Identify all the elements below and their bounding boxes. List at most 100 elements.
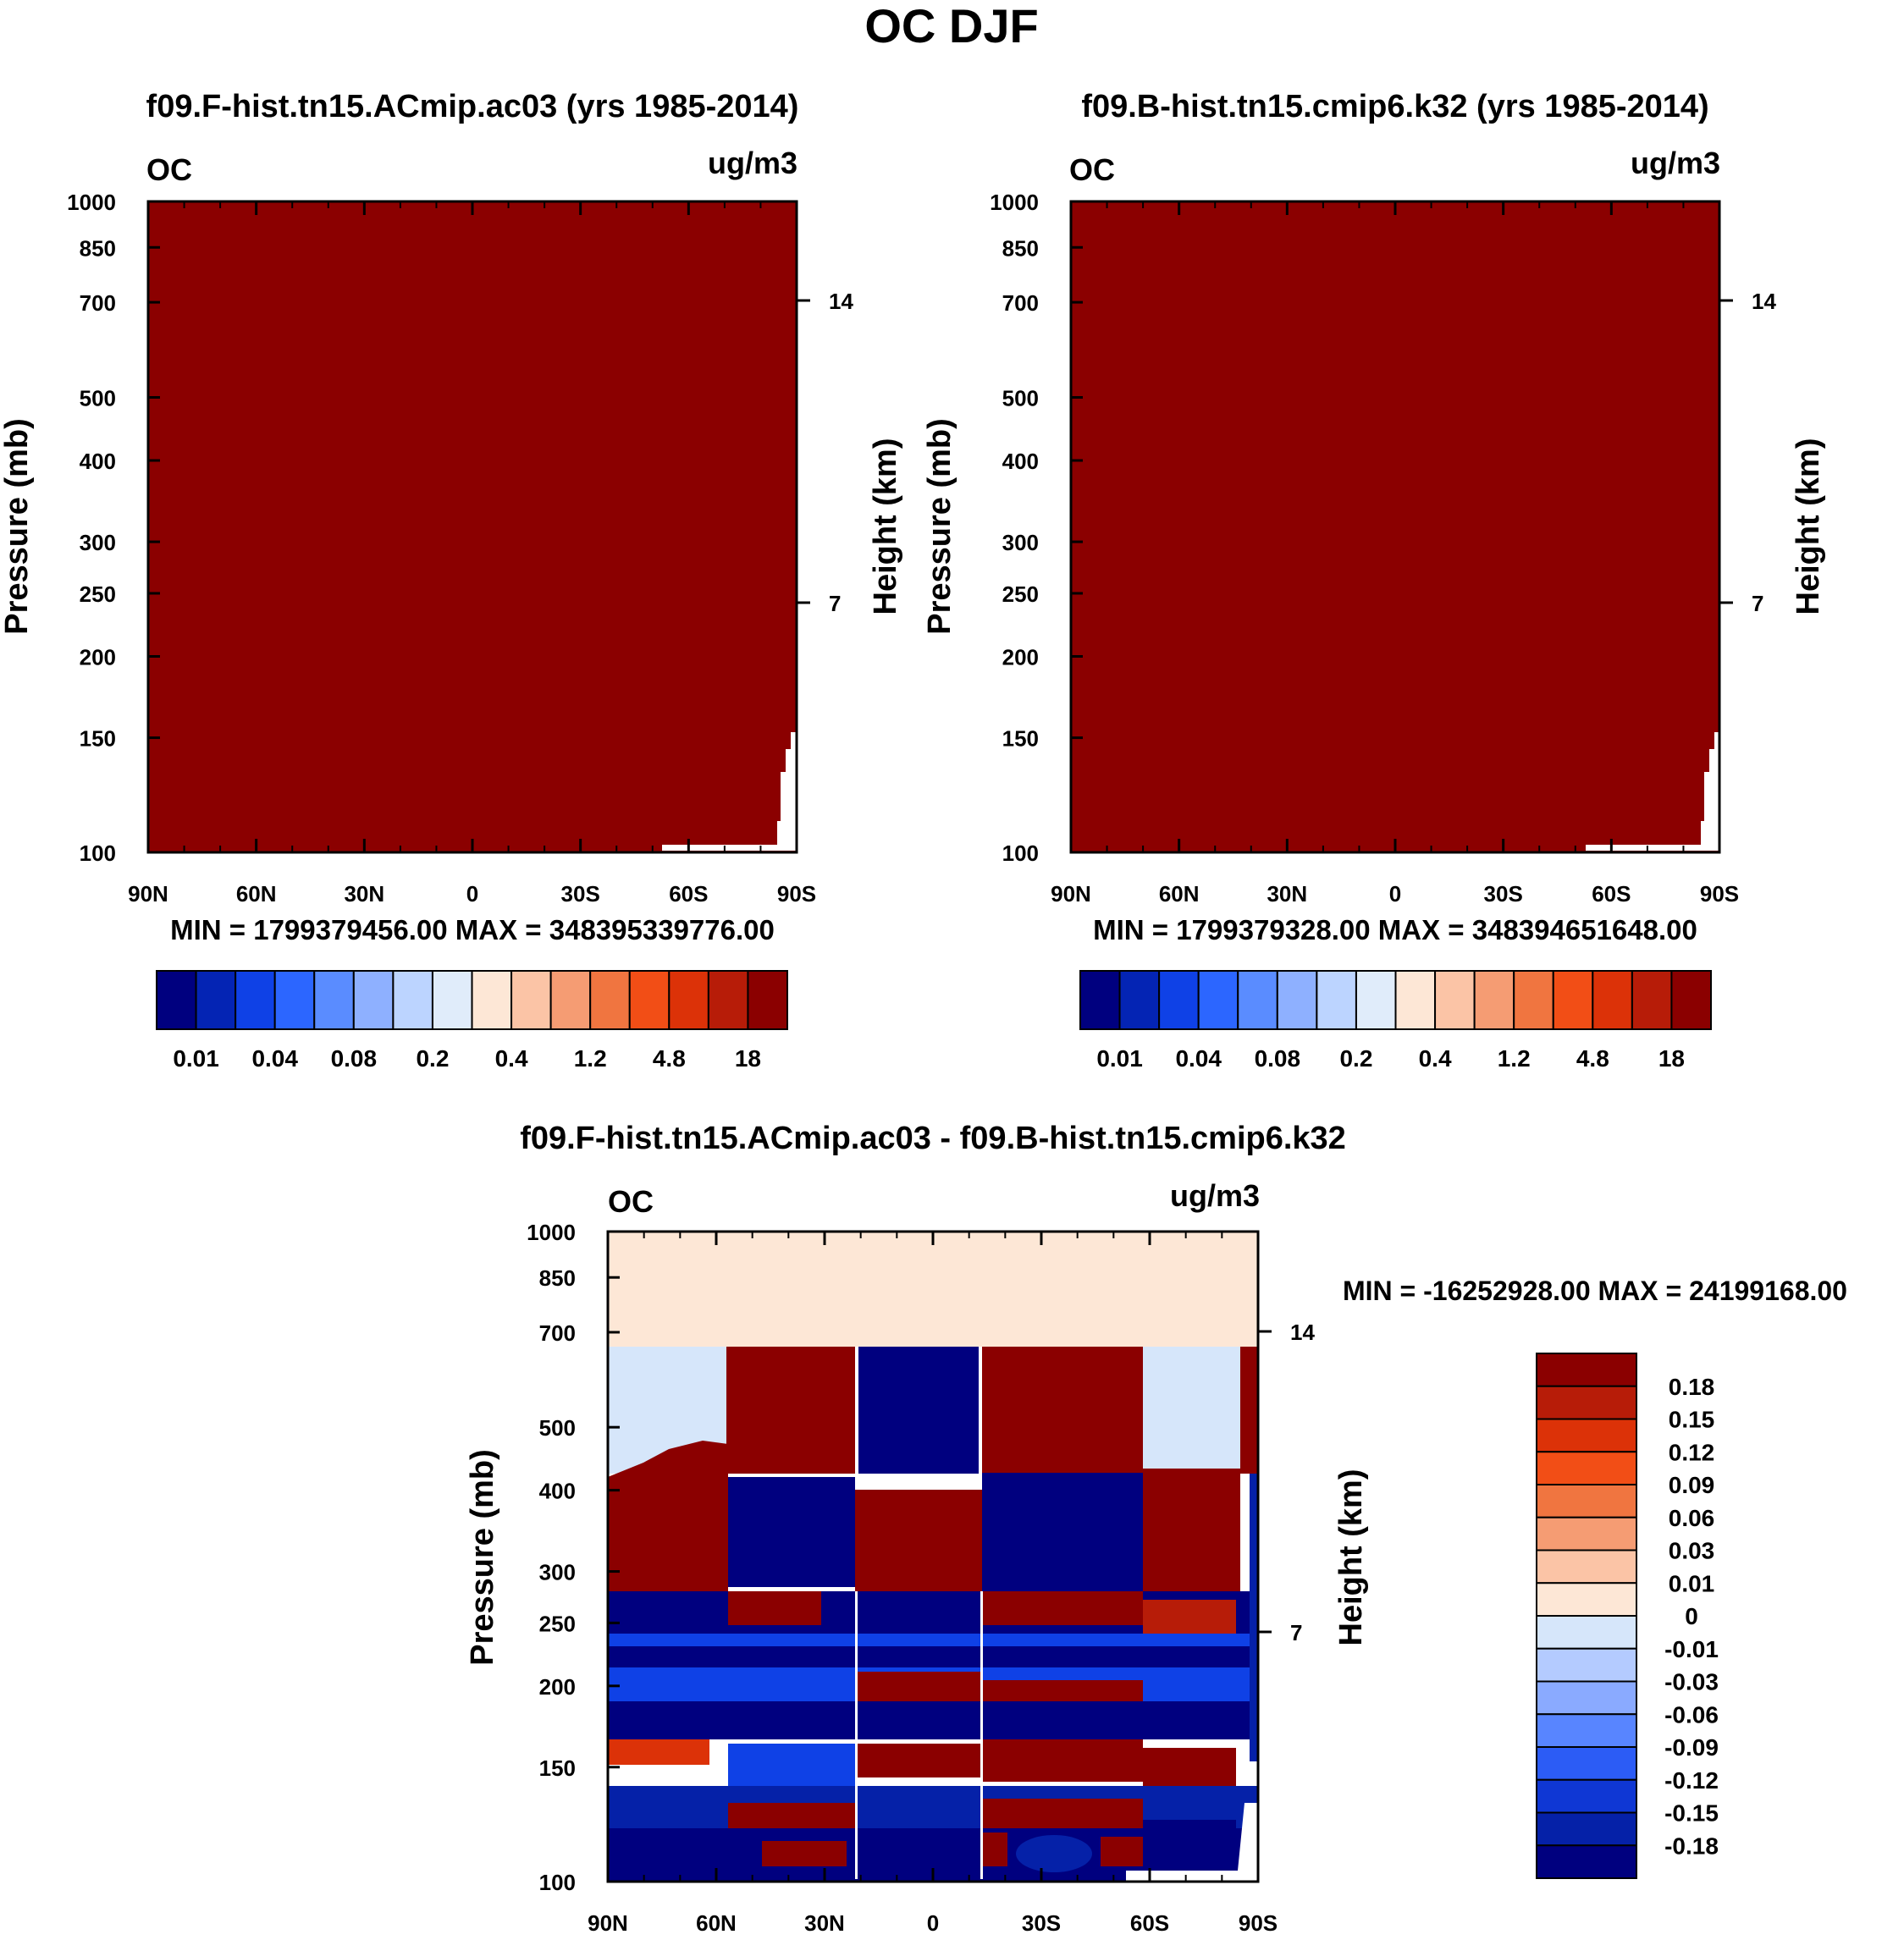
colorbar-swatch <box>1670 970 1712 1030</box>
diff-band-bottom-red-z <box>982 1739 1143 1782</box>
colorbar-swatch <box>1118 970 1161 1030</box>
panel-3-field <box>608 1232 1258 1882</box>
ytick-label: 500 <box>80 385 116 411</box>
diff-band-upper-red-a <box>726 1347 855 1474</box>
colorbar-swatch <box>1513 970 1554 1030</box>
colorbar-swatch <box>1536 1615 1637 1650</box>
colorbar-label: 1.2 <box>1498 1045 1531 1072</box>
colorbar-label: 0.03 <box>1669 1538 1715 1564</box>
panel-2-units: ug/m3 <box>1631 146 1720 180</box>
ytick-label: 850 <box>1002 235 1039 261</box>
diff-band-lower-red-z <box>855 1672 982 1701</box>
panel-2-title: f09.B-hist.tn15.cmip6.k32 (yrs 1985-2014… <box>1081 89 1708 124</box>
colorbar-label: 0.18 <box>1669 1374 1715 1400</box>
xtick-label: 90S <box>1239 1910 1278 1936</box>
panel-1-missing-region <box>662 732 797 851</box>
panel-3-units: ug/m3 <box>1170 1178 1260 1213</box>
diff-band-base-red-b <box>982 1799 1143 1828</box>
diff-gap-white-1 <box>855 1347 858 1474</box>
colorbar-swatch <box>1536 1647 1637 1683</box>
colorbar-swatch <box>313 970 355 1030</box>
colorbar-swatch <box>1237 970 1278 1030</box>
colorbar-label: -0.12 <box>1664 1767 1719 1794</box>
ytick-label: 200 <box>80 645 116 670</box>
diff-band-base-red-a <box>728 1803 855 1828</box>
colorbar-label: -0.15 <box>1664 1800 1719 1827</box>
xtick-label: 30N <box>804 1910 845 1936</box>
colorbar-swatch <box>1394 970 1437 1030</box>
ytick-label: 400 <box>539 1479 576 1504</box>
xtick-label: 90S <box>1700 881 1739 907</box>
diff-band-mid-blue-west <box>728 1477 855 1587</box>
colorbar-label: 4.8 <box>1576 1045 1609 1072</box>
ytick-label: 300 <box>80 530 116 555</box>
ytick-label: 250 <box>1002 581 1039 607</box>
ytick-label: 700 <box>539 1320 576 1346</box>
ytick-label: 250 <box>80 581 116 607</box>
colorbar-label: 0.04 <box>1175 1045 1222 1072</box>
colorbar-label: 4.8 <box>653 1045 686 1072</box>
colorbar-swatch <box>1536 1516 1637 1551</box>
ytick-label: 850 <box>80 235 116 261</box>
ytick-label: 850 <box>539 1265 576 1291</box>
xtick-label: 60S <box>1592 881 1631 907</box>
diff-band-bottom-navy <box>608 1701 1258 1739</box>
colorbar-swatch <box>1536 1385 1637 1420</box>
colorbar-swatch <box>471 970 513 1030</box>
ytick-label: 250 <box>539 1611 576 1636</box>
ytick-label: 150 <box>539 1755 576 1781</box>
diff-missing-surface <box>1126 1803 1258 1882</box>
colorbar-label: -0.01 <box>1664 1636 1719 1662</box>
panel-2-y2label: Height (km) <box>1791 438 1826 615</box>
xtick-label: 60N <box>696 1910 737 1936</box>
diff-band-lower-red-x <box>728 1591 821 1625</box>
panel-3: f09.F-hist.tn15.ACmip.ac03 - f09.B-hist.… <box>465 1121 1847 1936</box>
panel-1-colorbar: 0.01 0.04 0.08 0.2 0.4 1.2 4.8 18 <box>156 970 788 1072</box>
diff-band-top-peach <box>608 1232 1258 1347</box>
colorbar-label: 0.4 <box>495 1045 528 1072</box>
diff-band-bottom-red-y <box>855 1744 982 1777</box>
ytick-label: 100 <box>80 840 116 866</box>
ytick-label: 400 <box>80 449 116 474</box>
colorbar-label: -0.06 <box>1664 1701 1719 1728</box>
colorbar-swatch <box>1536 1811 1637 1847</box>
diff-band-mid-red-east <box>1143 1469 1240 1591</box>
panel-1-title: f09.F-hist.tn15.ACmip.ac03 (yrs 1985-201… <box>146 89 799 124</box>
colorbar-label: 18 <box>1658 1045 1685 1072</box>
colorbar-label: 0.01 <box>173 1045 219 1072</box>
colorbar-swatch <box>1536 1451 1637 1485</box>
colorbar-swatch <box>1197 970 1239 1030</box>
ytick-label: 1000 <box>527 1220 576 1245</box>
diff-band-surface-red-a <box>762 1841 847 1866</box>
colorbar-label: 0.06 <box>1669 1505 1715 1531</box>
colorbar-swatch <box>549 970 592 1030</box>
xtick-label: 90N <box>588 1910 628 1936</box>
diff-band-upper-blue-b <box>857 1347 980 1474</box>
xtick-label: 30N <box>1267 881 1307 907</box>
colorbar-swatch <box>1079 970 1121 1030</box>
xtick-label: 90S <box>777 881 816 907</box>
y2tick-label: 14 <box>1752 289 1776 314</box>
panel-2-ylabel: Pressure (mb) <box>922 418 958 635</box>
colorbar-swatch <box>1536 1713 1637 1748</box>
diff-gap-white-4 <box>980 1591 983 1879</box>
colorbar-label: 0.01 <box>1096 1045 1143 1072</box>
ytick-label: 300 <box>539 1560 576 1585</box>
colorbar-swatch <box>1536 1549 1637 1585</box>
colorbar-swatch <box>1434 970 1476 1030</box>
diff-band-bottom-red-x <box>728 1744 855 1786</box>
xtick-label: 60S <box>1130 1910 1169 1936</box>
colorbar-swatch <box>1536 1418 1637 1453</box>
diff-gap-white-3 <box>855 1591 858 1879</box>
colorbar-label: 0.04 <box>251 1045 298 1072</box>
colorbar-swatch <box>1631 970 1673 1030</box>
ytick-label: 1000 <box>990 190 1039 215</box>
colorbar-swatch <box>352 970 395 1030</box>
colorbar-label: 0.08 <box>331 1045 378 1072</box>
panel-1-y2label: Height (km) <box>868 438 903 615</box>
xtick-label: 90N <box>128 881 168 907</box>
ytick-label: 1000 <box>67 190 116 215</box>
xtick-label: 60N <box>236 881 277 907</box>
colorbar-label: 0.4 <box>1419 1045 1452 1072</box>
panel-2-variable: OC <box>1069 152 1115 187</box>
